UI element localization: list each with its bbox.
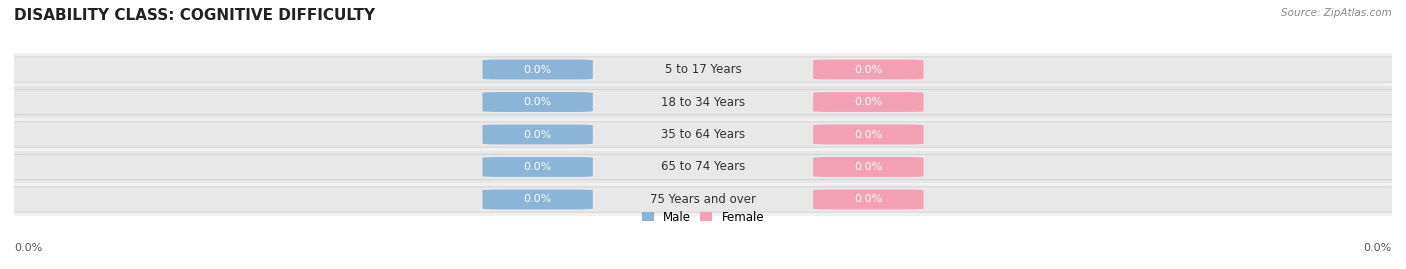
Text: 18 to 34 Years: 18 to 34 Years	[661, 95, 745, 108]
Bar	[14, 183, 1392, 216]
FancyBboxPatch shape	[0, 154, 1406, 180]
Text: 65 to 74 Years: 65 to 74 Years	[661, 161, 745, 174]
Bar	[14, 151, 1392, 183]
Text: 35 to 64 Years: 35 to 64 Years	[661, 128, 745, 141]
Text: 0.0%: 0.0%	[855, 194, 883, 204]
Text: 0.0%: 0.0%	[855, 129, 883, 140]
FancyBboxPatch shape	[482, 60, 593, 79]
Text: 0.0%: 0.0%	[855, 162, 883, 172]
FancyBboxPatch shape	[0, 122, 1406, 147]
Text: DISABILITY CLASS: COGNITIVE DIFFICULTY: DISABILITY CLASS: COGNITIVE DIFFICULTY	[14, 8, 375, 23]
Text: 0.0%: 0.0%	[14, 243, 42, 253]
Text: 0.0%: 0.0%	[1364, 243, 1392, 253]
FancyBboxPatch shape	[0, 57, 1406, 82]
FancyBboxPatch shape	[813, 92, 924, 112]
Text: 0.0%: 0.0%	[523, 97, 551, 107]
FancyBboxPatch shape	[482, 190, 593, 209]
FancyBboxPatch shape	[813, 60, 924, 79]
FancyBboxPatch shape	[482, 157, 593, 177]
FancyBboxPatch shape	[813, 125, 924, 144]
FancyBboxPatch shape	[0, 187, 1406, 212]
Text: 0.0%: 0.0%	[855, 97, 883, 107]
FancyBboxPatch shape	[813, 190, 924, 209]
Text: 5 to 17 Years: 5 to 17 Years	[665, 63, 741, 76]
FancyBboxPatch shape	[482, 125, 593, 144]
FancyBboxPatch shape	[482, 92, 593, 112]
Bar	[14, 53, 1392, 86]
Text: 0.0%: 0.0%	[523, 65, 551, 75]
Bar	[14, 86, 1392, 118]
FancyBboxPatch shape	[0, 89, 1406, 115]
Text: Source: ZipAtlas.com: Source: ZipAtlas.com	[1281, 8, 1392, 18]
FancyBboxPatch shape	[813, 157, 924, 177]
Text: 75 Years and over: 75 Years and over	[650, 193, 756, 206]
Legend: Male, Female: Male, Female	[637, 206, 769, 228]
Text: 0.0%: 0.0%	[523, 162, 551, 172]
Text: 0.0%: 0.0%	[523, 194, 551, 204]
Text: 0.0%: 0.0%	[855, 65, 883, 75]
Bar	[14, 118, 1392, 151]
Text: 0.0%: 0.0%	[523, 129, 551, 140]
